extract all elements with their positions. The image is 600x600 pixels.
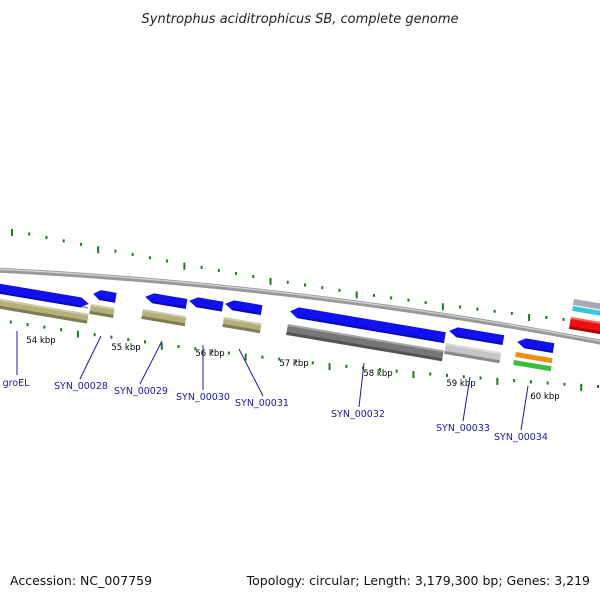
gene-label-text[interactable]: SYN_00031 <box>235 398 289 409</box>
inner-tick-marks <box>9 320 599 391</box>
gene-label[interactable]: SYN_00029 <box>114 340 168 397</box>
gene-label-text[interactable]: SYN_00028 <box>54 381 108 392</box>
cds-arrow <box>93 290 117 303</box>
gene-feature <box>0 297 89 324</box>
scale-label: 58 kbp <box>363 369 392 379</box>
genome-backbone <box>0 267 600 345</box>
scale-label: 56 kbp <box>195 349 224 359</box>
gene-label-text[interactable]: SYN_00033 <box>436 423 490 434</box>
cds-arrow <box>449 327 505 346</box>
orange-feature <box>515 352 553 364</box>
accession-text: Accession: NC_007759 <box>10 573 153 588</box>
gene-label[interactable]: SYN_00032 <box>331 362 385 420</box>
gene-labels: groEL SYN_00028 SYN_00029 SYN_00030 SYN_0003… <box>3 331 548 443</box>
scale-labels: 54 kbp 55 kbp 56 kbp 57 kbp 58 kbp 59 kbp 60 k… <box>26 336 559 402</box>
gene-label[interactable]: SYN_00030 <box>176 345 230 403</box>
cds-arrow <box>290 307 446 344</box>
gene-label[interactable]: SYN_00031 <box>235 348 289 409</box>
gene-feature <box>89 304 115 318</box>
gene-feature <box>222 316 262 334</box>
red-feature <box>568 317 600 335</box>
cds-arrow <box>145 293 188 309</box>
gene-label[interactable]: groEL <box>3 331 31 389</box>
cyan-feature <box>572 306 600 316</box>
gene-leader-line <box>358 362 365 408</box>
gene-label[interactable]: SYN_00028 <box>54 335 108 392</box>
cds-arrow <box>0 282 89 309</box>
scale-label: 57 kbp <box>279 359 308 369</box>
green-feature <box>513 360 552 372</box>
gene-label-text[interactable]: groEL <box>3 378 31 389</box>
gene-leader-line <box>520 385 529 431</box>
gene-label-text[interactable]: SYN_00034 <box>494 432 548 443</box>
cds-arrow <box>517 338 555 354</box>
map-title: Syntrophus aciditrophicus SB, complete g… <box>142 12 459 27</box>
scale-label: 55 kbp <box>111 343 140 353</box>
gene-features <box>0 282 600 372</box>
cds-arrow <box>189 297 224 312</box>
gene-label-text[interactable]: SYN_00029 <box>114 386 168 397</box>
gene-feature <box>444 343 502 364</box>
outer-tick-marks <box>11 229 599 325</box>
scale-label: 54 kbp <box>26 336 55 346</box>
gray-feature <box>572 299 600 310</box>
gene-label[interactable]: SYN_00034 <box>494 385 548 443</box>
gene-leader-line <box>139 340 163 385</box>
gene-leader-line <box>238 348 264 397</box>
gene-feature <box>286 324 444 362</box>
cds-arrow <box>225 300 263 316</box>
genome-summary-text: Topology: circular; Length: 3,179,300 bp… <box>246 573 590 588</box>
gene-leader-line <box>79 335 102 380</box>
gene-label-text[interactable]: SYN_00032 <box>331 409 385 420</box>
gene-label-text[interactable]: SYN_00030 <box>176 392 230 403</box>
scale-label: 59 kbp <box>446 379 475 389</box>
gene-label[interactable]: SYN_00033 <box>436 376 490 434</box>
gene-leader-line <box>462 376 471 422</box>
gene-feature <box>141 309 187 327</box>
scale-label: 60 kbp <box>530 392 559 402</box>
